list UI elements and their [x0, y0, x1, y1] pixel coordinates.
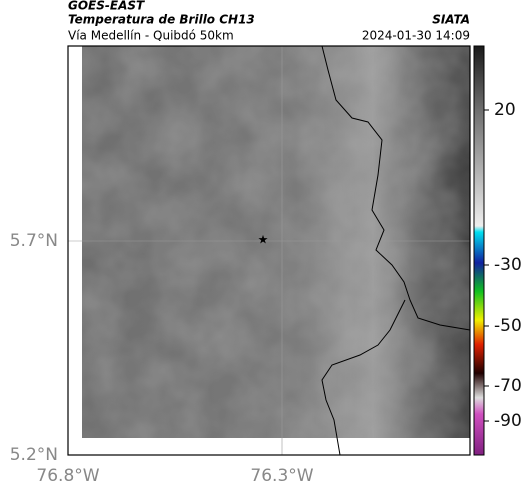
- colorbar-tick-label: -50: [494, 316, 522, 336]
- lon-label: 76.8°W: [36, 466, 99, 486]
- lat-label: 5.2°N: [10, 445, 58, 465]
- colorbar-tick-label: -30: [494, 255, 522, 275]
- location-star: ★: [258, 233, 269, 247]
- colorbar-tick-label: -70: [494, 376, 522, 396]
- colorbar-tick-label: -90: [494, 411, 522, 431]
- border: [321, 45, 471, 456]
- region: Vía Medellín - Quibdó 50km: [68, 29, 234, 43]
- map-frame: [67, 45, 471, 456]
- source: SIATA: [432, 13, 470, 27]
- lat-label: 5.7°N: [10, 231, 58, 251]
- colorbar-ticks: 20 -30 -50 -70 -90: [484, 100, 522, 431]
- lon-label: 76.3°W: [250, 466, 313, 486]
- colorbar-tick-label: 20: [494, 100, 516, 120]
- cloud-texture: [82, 46, 470, 438]
- timestamp: 2024-01-30 14:09: [362, 29, 470, 43]
- colorbar: [473, 45, 485, 456]
- title: GOES-EAST: [68, 0, 145, 13]
- subtitle: Temperatura de Brillo CH13: [68, 13, 255, 27]
